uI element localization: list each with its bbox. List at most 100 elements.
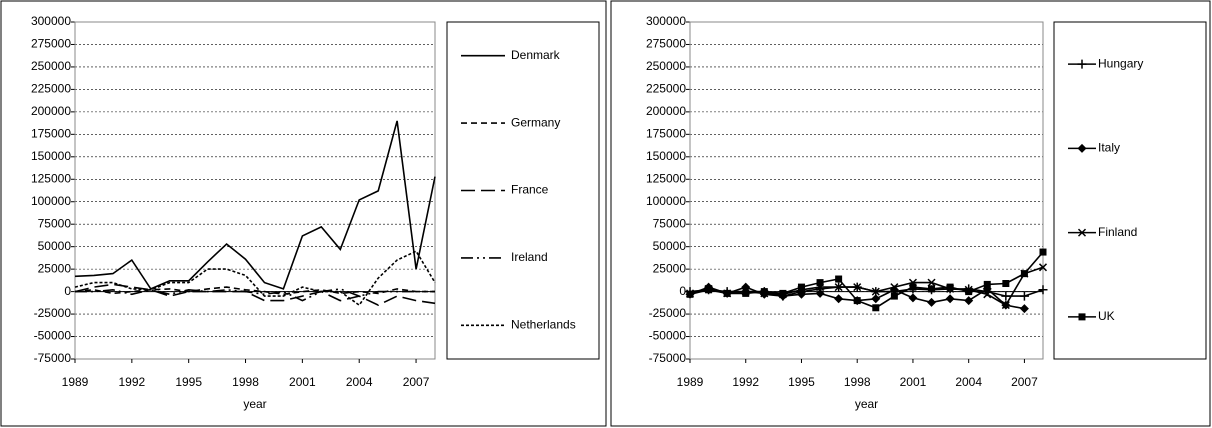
y-tick-label: 275000 — [646, 37, 686, 51]
marker — [723, 289, 731, 297]
marker — [1038, 285, 1048, 295]
x-tick-label: 1995 — [788, 375, 815, 389]
legend-label: Ireland — [511, 250, 548, 264]
y-tick-label: 150000 — [31, 149, 71, 163]
y-tick-label: 200000 — [31, 104, 71, 118]
marker — [797, 283, 805, 291]
marker — [928, 285, 936, 293]
marker — [927, 297, 937, 307]
y-tick-label: -25000 — [649, 306, 687, 320]
y-tick-label: 250000 — [31, 59, 71, 73]
y-tick-label: -75000 — [649, 351, 687, 365]
marker — [890, 292, 898, 300]
x-tick-label: 2004 — [346, 375, 373, 389]
x-tick-label: 1995 — [175, 375, 202, 389]
y-tick-label: 225000 — [646, 82, 686, 96]
y-tick-label: 125000 — [646, 171, 686, 185]
legend-label: Denmark — [511, 48, 561, 62]
y-tick-label: 225000 — [31, 82, 71, 96]
legend-label: Italy — [1098, 141, 1120, 155]
marker — [1038, 263, 1048, 272]
x-tick-label: 2004 — [955, 375, 982, 389]
marker — [834, 283, 843, 292]
marker — [983, 280, 991, 288]
marker — [742, 289, 750, 297]
y-tick-label: -25000 — [34, 306, 72, 320]
marker — [965, 288, 973, 296]
legend-label: Finland — [1098, 225, 1137, 239]
y-tick-label: 250000 — [646, 59, 686, 73]
marker — [1001, 301, 1010, 310]
marker — [945, 294, 955, 304]
marker — [1039, 248, 1047, 256]
marker — [1077, 59, 1087, 69]
series-line — [74, 250, 436, 307]
marker — [815, 288, 825, 298]
y-tick-label: 50000 — [38, 239, 72, 253]
y-tick-label: 100000 — [646, 194, 686, 208]
series-line — [74, 120, 436, 290]
marker — [835, 275, 843, 283]
marker — [890, 283, 899, 292]
x-tick-label: 1998 — [844, 375, 871, 389]
y-tick-label: -50000 — [34, 329, 72, 343]
marker — [1001, 291, 1011, 301]
marker — [686, 290, 694, 298]
marker — [1002, 280, 1010, 288]
plot-area — [689, 21, 1044, 360]
legend-label: UK — [1098, 309, 1115, 323]
x-tick-label: 2001 — [289, 375, 316, 389]
legend-box — [1053, 21, 1207, 360]
legend-label: Hungary — [1098, 56, 1143, 70]
marker — [779, 289, 787, 297]
x-tick-label: 2007 — [403, 375, 430, 389]
marker — [871, 294, 881, 304]
marker — [871, 287, 880, 296]
x-tick-label: 1989 — [677, 375, 704, 389]
x-tick-label: 1992 — [732, 375, 759, 389]
y-tick-label: 175000 — [31, 127, 71, 141]
x-tick-label: 1989 — [62, 375, 89, 389]
y-tick-label: 175000 — [646, 127, 686, 141]
series-line — [75, 288, 435, 302]
marker — [834, 294, 844, 304]
marker — [760, 288, 768, 296]
marker — [1020, 270, 1028, 278]
marker — [1077, 143, 1087, 153]
y-tick-label: -75000 — [34, 351, 72, 365]
panel-border — [610, 0, 1211, 427]
legend-label: Netherlands — [511, 317, 576, 331]
y-tick-label: 75000 — [38, 216, 72, 230]
marker — [983, 290, 992, 299]
x-tick-label: 1992 — [118, 375, 145, 389]
marker — [964, 296, 974, 306]
x-tick-label: 2007 — [1011, 375, 1038, 389]
y-tick-label: 125000 — [31, 171, 71, 185]
marker — [1019, 291, 1029, 301]
y-tick-label: 200000 — [646, 104, 686, 118]
marker — [908, 293, 918, 303]
y-tick-label: 0 — [679, 284, 686, 298]
marker — [816, 279, 824, 287]
y-tick-label: 300000 — [31, 14, 71, 28]
marker — [1078, 313, 1086, 321]
y-tick-label: 275000 — [31, 37, 71, 51]
marker — [909, 283, 917, 291]
series-line — [74, 283, 436, 306]
y-tick-label: 0 — [64, 284, 71, 298]
legend-label: France — [511, 183, 549, 197]
y-tick-label: -50000 — [649, 329, 687, 343]
legend-box — [446, 21, 600, 360]
marker — [705, 286, 713, 294]
y-tick-label: 25000 — [653, 261, 687, 275]
y-tick-label: 150000 — [646, 149, 686, 163]
marker — [1077, 228, 1087, 237]
marker — [927, 278, 936, 287]
y-tick-label: 50000 — [653, 239, 687, 253]
marker — [946, 283, 954, 291]
x-axis-title: year — [243, 397, 266, 411]
x-tick-label: 2001 — [900, 375, 927, 389]
y-tick-label: 300000 — [646, 14, 686, 28]
y-tick-label: 100000 — [31, 194, 71, 208]
